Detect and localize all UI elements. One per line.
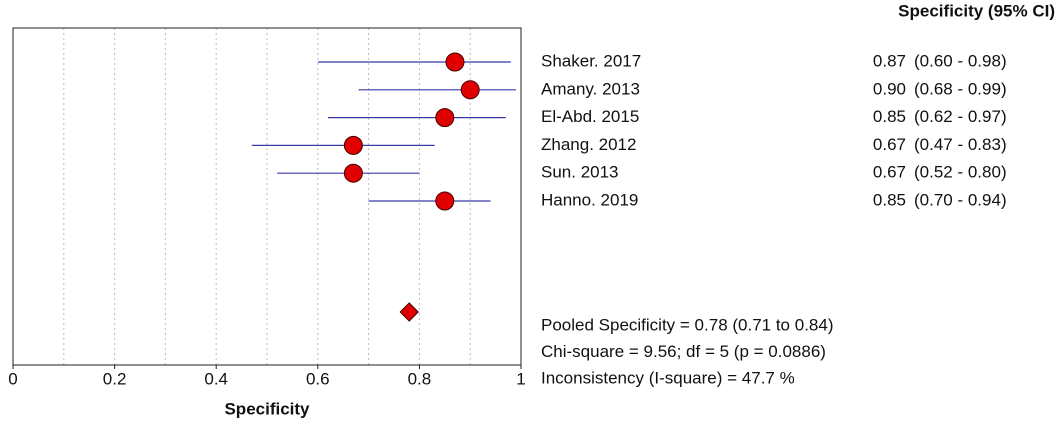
ci-label: (0.68 - 0.99)	[914, 79, 1007, 98]
ci-label: (0.62 - 0.97)	[914, 107, 1007, 126]
plot-frame	[12, 27, 522, 366]
x-axis-label: Specificity	[224, 399, 310, 418]
point-estimate	[460, 80, 480, 100]
value-label: 0.85	[873, 107, 906, 126]
pooled-diamond	[399, 302, 419, 322]
x-tick-label: 0.8	[408, 369, 432, 388]
study-name: Amany. 2013	[541, 79, 640, 98]
x-tick-label: 0.4	[204, 369, 228, 388]
study-name: El-Abd. 2015	[541, 107, 639, 126]
point-estimate	[435, 108, 455, 128]
value-label: 0.67	[873, 135, 906, 154]
x-tick-label: 1	[516, 369, 525, 388]
ci-label: (0.52 - 0.80)	[914, 163, 1007, 182]
point-estimate	[343, 135, 363, 155]
ci-label: (0.60 - 0.98)	[914, 51, 1007, 70]
study-name: Sun. 2013	[541, 163, 619, 182]
x-tick-label: 0	[8, 369, 17, 388]
x-tick-label: 0.6	[306, 369, 330, 388]
x-tick-label: 0.2	[103, 369, 127, 388]
ci-label: (0.70 - 0.94)	[914, 190, 1007, 209]
header: Specificity (95% CI)	[898, 1, 1055, 20]
study-name: Zhang. 2012	[541, 135, 636, 154]
point-estimate	[435, 191, 455, 211]
study-name: Shaker. 2017	[541, 51, 641, 70]
annotation: Chi-square = 9.56; df = 5 (p = 0.0886)	[541, 342, 826, 361]
annotation: Pooled Specificity = 0.78 (0.71 to 0.84)	[541, 315, 834, 334]
point-estimate	[343, 163, 363, 183]
value-label: 0.67	[873, 163, 906, 182]
ci-label: (0.47 - 0.83)	[914, 135, 1007, 154]
value-label: 0.87	[873, 51, 906, 70]
value-label: 0.90	[873, 79, 906, 98]
value-label: 0.85	[873, 190, 906, 209]
study-name: Hanno. 2019	[541, 190, 638, 209]
annotation: Inconsistency (I-square) = 47.7 %	[541, 368, 795, 387]
point-estimate	[445, 52, 465, 72]
